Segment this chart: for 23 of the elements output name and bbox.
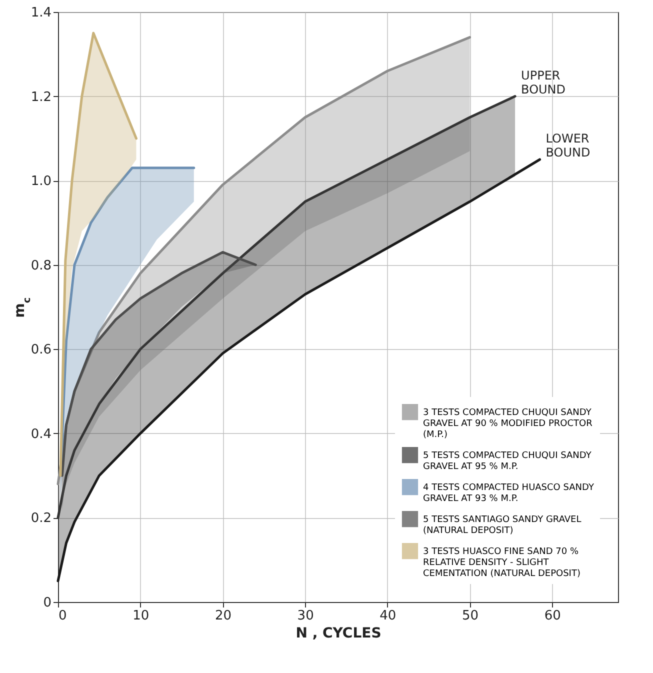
legend-label: 3 TESTS HUASCO FINE SAND 70 % RELATIVE DENSITY - SLIGHT CEMENTATION (NATURAL DEPOSIT) — [423, 547, 580, 579]
legend-label: 5 TESTS COMPACTED CHUQUI SANDY GRAVEL AT 95 % M.P. — [423, 451, 592, 472]
x-tick-label: 30 — [297, 608, 314, 624]
y-tick-label: 1.4 — [30, 6, 52, 20]
y-tick-label: 0.4 — [30, 426, 52, 442]
legend-label: 4 TESTS COMPACTED HUASCO SANDY GRAVEL AT 93 % M.P. — [423, 483, 594, 504]
legend-label: 5 TESTS SANTIAGO SANDY GRAVEL (NATURAL DEPOSIT) — [423, 515, 582, 536]
x-tick-label: 60 — [544, 608, 561, 624]
x-tick-label: 40 — [380, 608, 396, 624]
y-tick-label: 0.8 — [30, 258, 52, 274]
legend-label: 3 TESTS COMPACTED CHUQUI SANDY GRAVEL AT 90 % MODIFIED PROCTOR (M.P.) — [423, 408, 592, 440]
annotation: UPPER BOUND — [521, 68, 566, 96]
x-axis-title: N , CYCLES — [296, 626, 382, 642]
x-tick-label: 50 — [462, 608, 479, 624]
y-tick-label: 1.2 — [30, 90, 52, 105]
y-tick-label: 1.0 — [30, 174, 52, 190]
annotation: LOWER BOUND — [546, 132, 590, 160]
y-tick-label: 0.6 — [30, 342, 52, 358]
y-tick-label: 0 — [43, 596, 52, 610]
x-tick-label: 20 — [214, 608, 232, 624]
x-tick-label: 0 — [58, 608, 67, 624]
y-tick-label: 0.2 — [30, 511, 52, 526]
x-tick-label: 10 — [132, 608, 150, 624]
